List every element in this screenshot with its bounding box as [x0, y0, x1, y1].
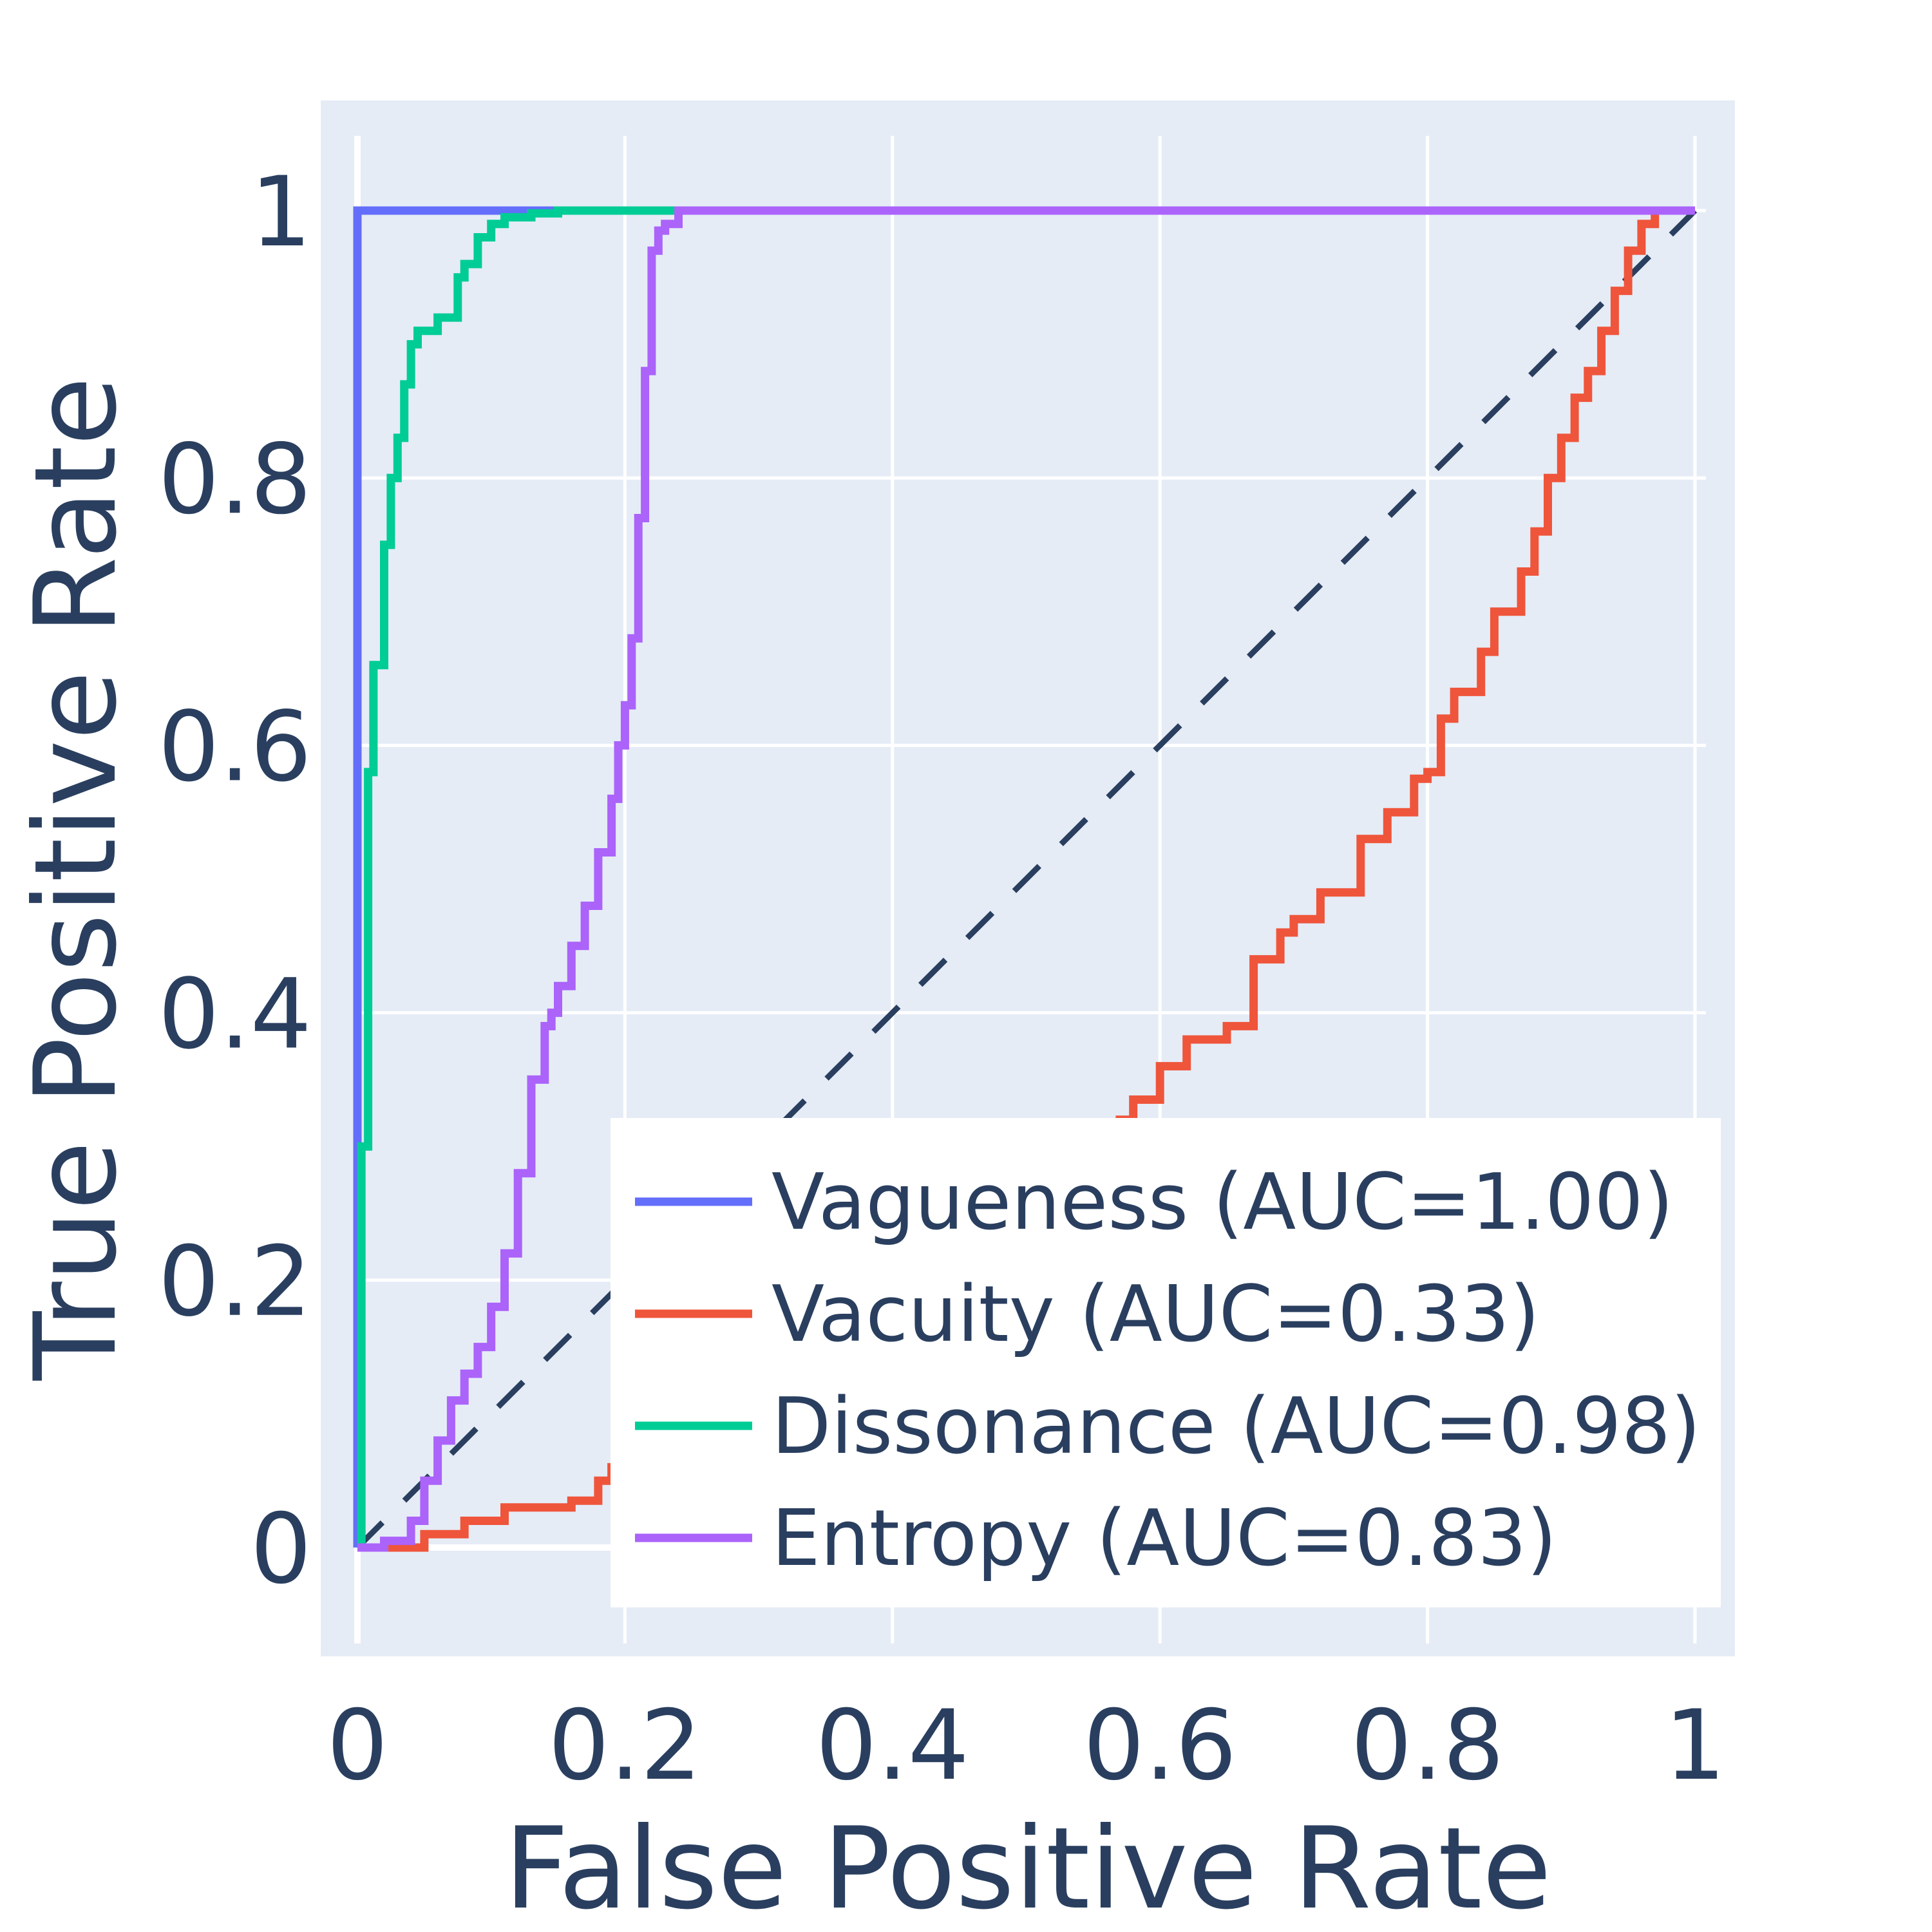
diagonal-reference: [355, 208, 1698, 1550]
x-tick-label-4: 0.8: [1350, 1690, 1504, 1802]
legend-label-3: Entropy (AUC=0.83): [772, 1494, 1557, 1584]
y-tick-label-4: 0.8: [158, 424, 312, 536]
y-tick-label-2: 0.4: [158, 959, 312, 1071]
x-tick-label-3: 0.6: [1083, 1690, 1237, 1802]
y-tick-label-0: 0: [251, 1493, 312, 1605]
x-tick-label-2: 0.4: [816, 1690, 970, 1802]
legend-label-1: Vacuity (AUC=0.33): [772, 1270, 1540, 1359]
y-tick-label-3: 0.6: [158, 691, 312, 803]
y-ticks: 0 0.2 0.4 0.6 0.8 1: [158, 156, 312, 1605]
x-ticks: 0 0.2 0.4 0.6 0.8 1: [327, 1690, 1725, 1802]
x-axis-title: False Positive Rate: [504, 1804, 1551, 1932]
legend-box: [611, 1118, 1721, 1607]
x-tick-label-5: 1: [1664, 1690, 1725, 1802]
y-tick-label-5: 1: [251, 156, 312, 269]
series-line-2: [357, 206, 719, 1552]
legend: Vagueness (AUC=1.00) Vacuity (AUC=0.33) Di…: [611, 1118, 1721, 1607]
x-tick-label-1: 0.2: [548, 1690, 702, 1802]
legend-label-2: Dissonance (AUC=0.98): [772, 1382, 1701, 1472]
x-tick-label-0: 0: [327, 1690, 388, 1802]
y-tick-label-1: 0.2: [158, 1226, 312, 1338]
series-line-3: [357, 206, 1695, 1552]
diagonal-line: [355, 208, 1698, 1550]
legend-label-0: Vagueness (AUC=1.00): [772, 1158, 1674, 1247]
y-axis-title: True Positive Rate: [11, 377, 142, 1381]
